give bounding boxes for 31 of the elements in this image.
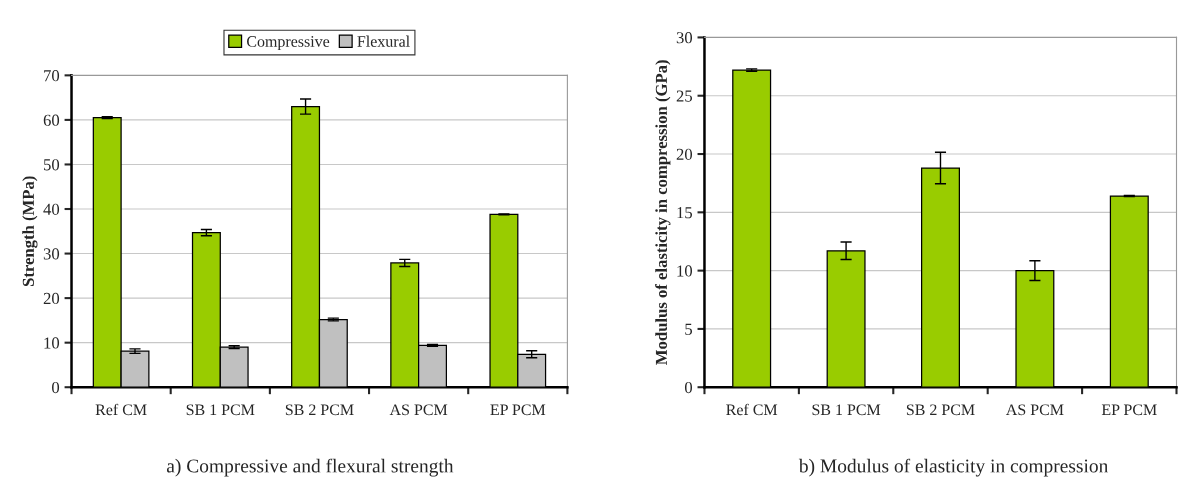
- legend-label: Compressive: [247, 36, 330, 51]
- y-tick-label: 25: [676, 90, 693, 102]
- y-tick-label: 20: [676, 148, 693, 160]
- y-tick-label: 60: [43, 114, 60, 126]
- y-axis-title: Strength (MPa): [22, 176, 38, 287]
- x-tick-label: SB 2 PCM: [285, 404, 354, 416]
- y-tick-label: 20: [43, 292, 60, 305]
- x-tick-label: EP PCM: [1101, 404, 1157, 416]
- x-tick-label: AS PCM: [389, 404, 448, 416]
- x-tick-label: Ref CM: [95, 403, 147, 416]
- x-tick-label: EP PCM: [490, 404, 546, 416]
- y-tick-label: 0: [52, 381, 60, 394]
- y-tick-label: 10: [44, 337, 60, 349]
- text: a) Compressive and flexural strength: [166, 458, 454, 477]
- y-tick-label: 10: [677, 265, 693, 277]
- x-tick-label: AS PCM: [1005, 404, 1064, 416]
- y-tick-label: 15: [677, 207, 693, 219]
- y-tick-label: 40: [43, 203, 60, 215]
- y-tick-label: 50: [44, 159, 60, 171]
- x-tick-label: SB 2 PCM: [906, 404, 975, 416]
- x-tick-label: SB 1 PCM: [812, 404, 881, 416]
- y-tick-label: 0: [684, 381, 693, 394]
- y-tick-label: 30: [676, 32, 693, 44]
- text: b) Modulus of elasticity in compression: [798, 458, 1109, 477]
- x-tick-label: SB 1 PCM: [186, 404, 255, 416]
- y-tick-label: 5: [685, 323, 693, 335]
- legend-label: Flexural: [357, 35, 410, 47]
- y-axis-title: Modulus of elasticity in compression (GPa): [655, 60, 671, 365]
- x-tick-label: Ref CM: [726, 403, 778, 416]
- y-tick-label: 70: [44, 70, 60, 82]
- y-tick-label: 30: [43, 248, 60, 260]
